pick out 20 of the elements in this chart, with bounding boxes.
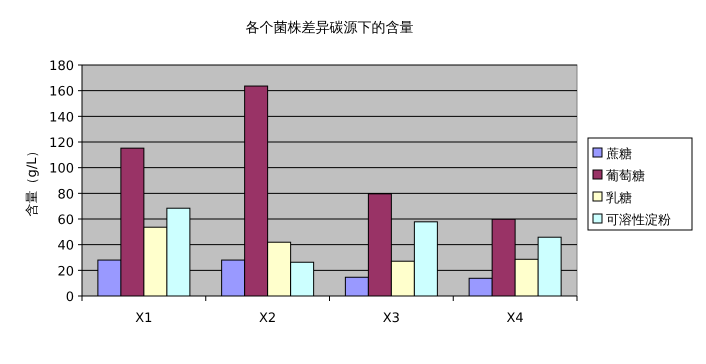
legend-label: 可溶性淀粉 (606, 212, 671, 228)
legend-label: 乳糖 (606, 191, 632, 206)
y-axis-title: 含量（g/L） (25, 144, 40, 216)
x-tick-label: X4 (506, 311, 524, 326)
y-tick-label: 20 (57, 264, 74, 280)
x-tick-label: X3 (382, 311, 400, 326)
legend-label: 葡萄糖 (606, 169, 645, 184)
y-tick-label: 160 (49, 84, 74, 100)
chart-title: 各个菌株差异碳源下的含量 (246, 20, 414, 36)
y-tick-label: 140 (49, 110, 74, 126)
y-tick-label: 100 (49, 162, 74, 177)
y-tick-label: 60 (57, 213, 74, 228)
y-tick-label: 180 (49, 59, 74, 74)
legend-label: 蔗糖 (606, 147, 632, 162)
y-tick-label: 80 (57, 187, 74, 202)
y-tick-label: 40 (57, 238, 74, 254)
y-tick-label: 0 (66, 290, 74, 305)
x-tick-label: X1 (135, 311, 152, 326)
y-tick-label: 120 (49, 136, 74, 151)
x-tick-label: X2 (259, 311, 276, 326)
